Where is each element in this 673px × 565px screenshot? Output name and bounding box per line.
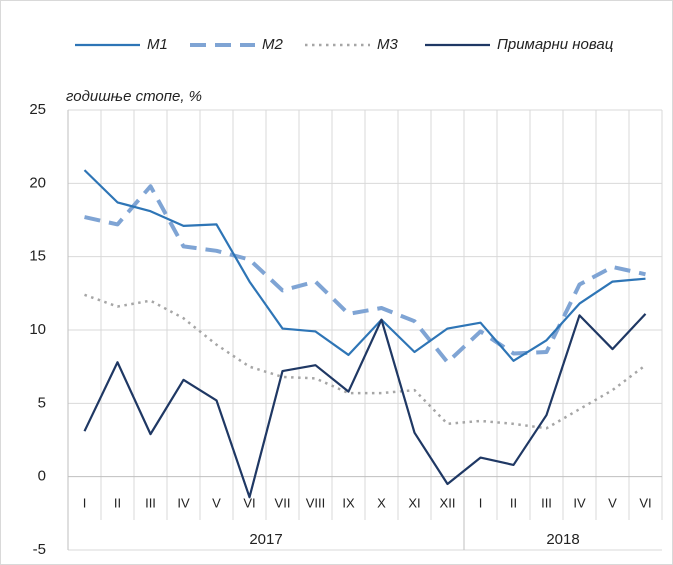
x-tick-label: IX xyxy=(342,495,355,510)
legend-label: Примарни новац xyxy=(497,36,614,53)
series-line xyxy=(83,169,646,362)
y-tick-label: 20 xyxy=(29,174,46,191)
y-tick-label: 0 xyxy=(38,468,46,485)
x-tick-label: VI xyxy=(639,495,651,510)
x-tick-label: V xyxy=(608,495,617,510)
x-tick-label: IV xyxy=(573,495,586,510)
x-tick-label: I xyxy=(479,495,483,510)
x-tick-label: VI xyxy=(243,495,255,510)
y-tick-label: 25 xyxy=(29,101,46,118)
legend-label: M1 xyxy=(147,36,168,53)
legend-label: M2 xyxy=(262,36,283,53)
x-tick-label: III xyxy=(541,495,552,510)
x-tick-label: V xyxy=(212,495,221,510)
legend-label: M3 xyxy=(377,36,398,53)
x-tick-label: X xyxy=(377,495,386,510)
y-tick-label: 10 xyxy=(29,321,46,338)
y-tick-label: 15 xyxy=(29,248,46,265)
y-tick-label: -5 xyxy=(33,541,46,558)
series-line xyxy=(83,313,647,499)
series-line xyxy=(84,184,646,365)
x-tick-label: VIII xyxy=(306,495,326,510)
x-tick-label: I xyxy=(83,495,87,510)
x-tick-label: II xyxy=(510,495,517,510)
y-tick-label: 5 xyxy=(38,394,46,411)
x-tick-label: XI xyxy=(408,495,420,510)
series-line xyxy=(84,293,647,430)
x-tick-label: II xyxy=(114,495,121,510)
x-tick-label: III xyxy=(145,495,156,510)
y-axis-label: годишње стопе, % xyxy=(66,88,202,105)
group-label: 2017 xyxy=(249,531,282,548)
x-tick-label: VII xyxy=(275,495,291,510)
x-tick-label: IV xyxy=(177,495,190,510)
x-tick-label: XII xyxy=(440,495,456,510)
group-label: 2018 xyxy=(546,531,579,548)
